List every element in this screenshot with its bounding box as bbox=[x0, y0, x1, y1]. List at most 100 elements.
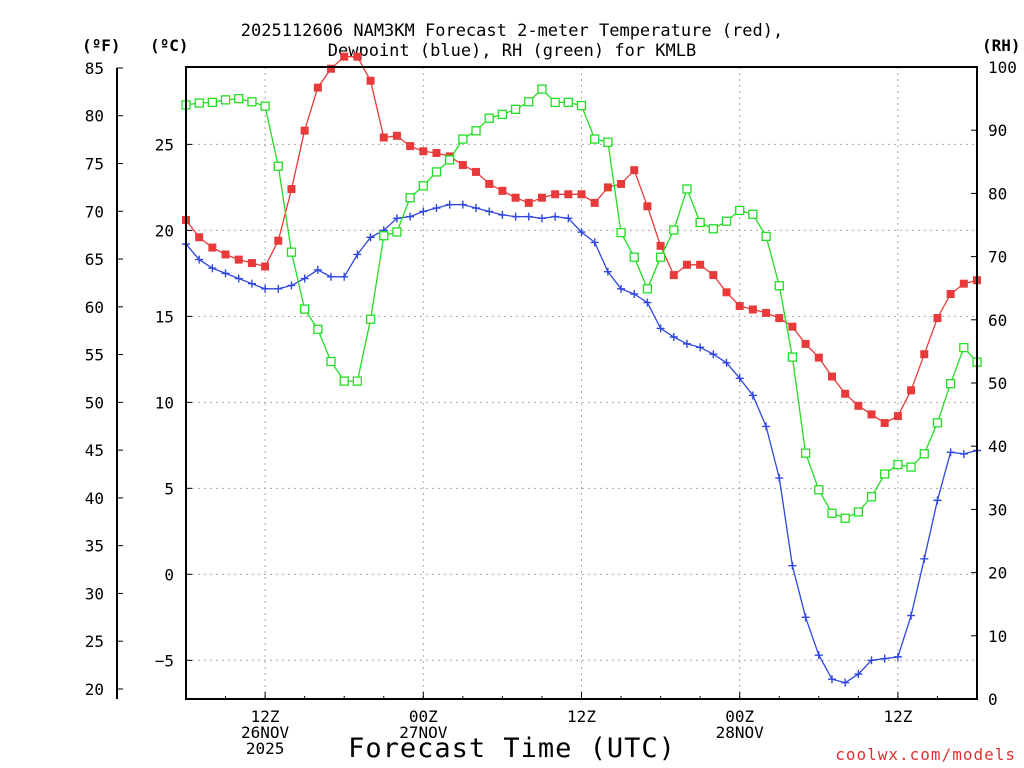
rh-point bbox=[735, 205, 745, 216]
dewpoint-point bbox=[814, 651, 823, 660]
dewpoint-point bbox=[537, 214, 546, 223]
fahrenheit-tick-label: 50 bbox=[85, 393, 104, 412]
x-tick-label: 12Z bbox=[883, 707, 912, 726]
rh-point bbox=[919, 449, 929, 459]
fahrenheit-tick-label: 30 bbox=[85, 584, 104, 603]
temperature-point bbox=[656, 241, 665, 250]
dewpoint-point bbox=[208, 264, 217, 273]
rh-point bbox=[761, 231, 771, 242]
temperature-point bbox=[353, 52, 362, 61]
dewpoint-point bbox=[959, 449, 968, 458]
temperature-point bbox=[590, 198, 599, 207]
temperature-point bbox=[801, 339, 810, 348]
rh-tick-label: 40 bbox=[988, 437, 1007, 456]
temperature-point bbox=[854, 401, 863, 410]
fahrenheit-tick-label: 85 bbox=[85, 59, 104, 78]
dewpoint-point bbox=[907, 611, 916, 620]
temperature-point bbox=[946, 290, 955, 299]
dewpoint-point bbox=[748, 391, 757, 400]
rh-point bbox=[748, 209, 758, 219]
dewpoint-point bbox=[617, 284, 626, 293]
x-tick-label: 12Z bbox=[251, 707, 280, 726]
temperature-point bbox=[208, 243, 217, 252]
x-axis-label: Forecast Time (UTC) bbox=[348, 733, 676, 764]
dewpoint-point bbox=[234, 274, 243, 283]
celsius-tick-label: 15 bbox=[155, 307, 174, 326]
temperature-point bbox=[893, 412, 902, 421]
temperature-point bbox=[432, 148, 441, 157]
dewpoint-point bbox=[564, 214, 573, 223]
temperature-point bbox=[458, 161, 467, 170]
x-tick-label: 00Z bbox=[409, 707, 438, 726]
dewpoint-point bbox=[524, 212, 533, 221]
temperature-point bbox=[287, 185, 296, 194]
rh-point bbox=[273, 161, 283, 171]
rh-point bbox=[392, 227, 402, 237]
dewpoint-point bbox=[498, 210, 507, 219]
rh-point bbox=[194, 98, 204, 108]
temperature-point bbox=[867, 410, 876, 419]
dewpoint-point bbox=[340, 272, 349, 281]
rh-point bbox=[524, 97, 534, 107]
rh-point bbox=[563, 97, 573, 108]
rh-point bbox=[220, 95, 231, 105]
rh-point bbox=[774, 281, 784, 291]
temperature-point bbox=[748, 305, 757, 314]
temperature-point bbox=[814, 353, 823, 362]
rh-point bbox=[866, 492, 877, 502]
temperature-point bbox=[696, 260, 705, 269]
rh-point bbox=[431, 167, 442, 177]
celsius-tick-label: 0 bbox=[164, 565, 174, 584]
dewpoint-point bbox=[920, 554, 929, 563]
rh-tick-label: 10 bbox=[988, 627, 1007, 646]
dewpoint-point bbox=[801, 613, 810, 622]
rh-point bbox=[642, 284, 653, 294]
rh-point bbox=[603, 137, 613, 147]
rh-point bbox=[682, 184, 692, 194]
dewpoint-point bbox=[195, 255, 204, 264]
temperature-point bbox=[617, 179, 626, 188]
dewpoint-point bbox=[656, 324, 665, 333]
rh-line bbox=[185, 88, 978, 519]
temperature-point bbox=[366, 76, 375, 85]
temperature-point bbox=[880, 418, 889, 427]
rh-point bbox=[893, 459, 903, 470]
fahrenheit-tick-label: 25 bbox=[85, 632, 104, 651]
temperature-point bbox=[722, 288, 731, 297]
rh-point bbox=[932, 418, 943, 428]
rh-point bbox=[260, 101, 270, 111]
temperature-point bbox=[261, 262, 270, 271]
dewpoint-point bbox=[511, 212, 520, 221]
dewpoint-point bbox=[551, 212, 560, 221]
temperature-point bbox=[498, 186, 507, 195]
temperature-point bbox=[392, 131, 401, 140]
rh-point bbox=[655, 252, 666, 262]
rh-axis-header: (RH) bbox=[982, 36, 1021, 55]
x-tick-label: 27NOV bbox=[399, 723, 448, 742]
dewpoint-point bbox=[353, 250, 362, 259]
rh-point bbox=[669, 225, 679, 235]
x-tick-label: 26NOV bbox=[241, 723, 290, 742]
plot-frame bbox=[185, 66, 978, 700]
rh-point bbox=[458, 134, 468, 144]
temperature-point bbox=[419, 147, 428, 156]
temperature-point bbox=[234, 255, 243, 264]
temperature-point bbox=[577, 190, 586, 199]
rh-point bbox=[800, 448, 811, 458]
temperature-point bbox=[564, 190, 573, 199]
dewpoint-point bbox=[643, 298, 652, 307]
temperature-point bbox=[379, 133, 388, 142]
rh-point bbox=[959, 342, 969, 353]
fahrenheit-axis-header: (ºF) bbox=[82, 36, 121, 55]
gridlines bbox=[186, 67, 977, 699]
dewpoint-point bbox=[327, 272, 336, 281]
temperature-point bbox=[340, 52, 349, 61]
temperature-point bbox=[313, 83, 322, 92]
rh-point bbox=[484, 113, 494, 123]
dewpoint-point bbox=[300, 274, 309, 283]
rh-point bbox=[814, 485, 824, 495]
temperature-point bbox=[300, 126, 309, 135]
rh-point bbox=[840, 513, 850, 523]
rh-point bbox=[590, 134, 600, 144]
